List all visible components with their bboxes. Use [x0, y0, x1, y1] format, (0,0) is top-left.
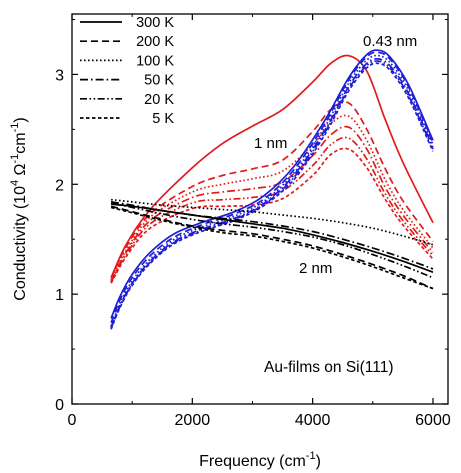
legend-label-5: 5 K — [152, 111, 174, 127]
annotation-0-43nm: 0.43 nm — [363, 33, 417, 50]
y-tick-label-1: 1 — [55, 287, 64, 304]
series-line-4 — [110, 136, 434, 283]
series-line-0 — [110, 54, 434, 279]
x-tick-label-2: 4000 — [295, 412, 331, 429]
series-line-17 — [110, 206, 434, 290]
series-line-2 — [110, 114, 434, 281]
plot-series — [110, 49, 434, 330]
y-axis-label-ohm: Ω — [12, 163, 29, 179]
annotation-sample: Au-films on Si(111) — [264, 359, 394, 376]
legend-label-1: 200 K — [136, 34, 174, 50]
y-axis-label-exp1: 4 — [9, 180, 21, 186]
x-axis-label: Frequency (cm-1) — [199, 450, 321, 470]
legend-label-2: 100 K — [136, 53, 174, 69]
plot-frame — [71, 13, 449, 405]
y-axis-label-close: ) — [12, 117, 29, 122]
legend: 300 K 200 K 100 K 50 K 20 K 5 K — [80, 15, 174, 127]
x-tick-label-1: 2000 — [175, 412, 211, 429]
x-axis-label-close: ) — [316, 453, 321, 470]
y-axis-label-text: Conductivity (10 — [12, 186, 29, 301]
x-axis-label-exp: -1 — [306, 450, 316, 462]
annotation-2nm: 2 nm — [299, 260, 332, 277]
y-axis-label-cm: cm — [12, 132, 29, 153]
legend-label-0: 300 K — [136, 15, 174, 31]
y-axis-label: Conductivity (104 Ω-1cm-1) — [9, 117, 29, 300]
legend-label-4: 20 K — [144, 92, 174, 108]
x-axis-label-text: Frequency (cm — [199, 453, 306, 470]
series-line-14 — [111, 198, 434, 246]
series-line-5 — [110, 147, 434, 284]
legend-label-3: 50 K — [144, 73, 174, 89]
series-line-16 — [110, 202, 434, 279]
series-line-13 — [110, 205, 434, 290]
series-line-11 — [110, 62, 434, 330]
series-line-6 — [110, 49, 434, 319]
series-line-15 — [110, 201, 434, 270]
series-line-1 — [110, 101, 434, 279]
y-tick-label-0: 0 — [55, 397, 64, 414]
series-line-10 — [110, 60, 434, 329]
annotation-1nm: 1 nm — [254, 135, 287, 152]
x-tick-label-3: 6000 — [415, 412, 451, 429]
y-axis-label-exp3: -1 — [9, 123, 21, 133]
x-tick-label-0: 0 — [68, 412, 77, 429]
y-tick-label-2: 2 — [55, 177, 64, 194]
y-tick-label-3: 3 — [55, 67, 64, 84]
axis-ticks: 0 2000 4000 6000 0 1 2 3 — [55, 14, 451, 429]
series-line-7 — [110, 51, 434, 324]
y-axis-label-exp2: -1 — [9, 154, 21, 164]
